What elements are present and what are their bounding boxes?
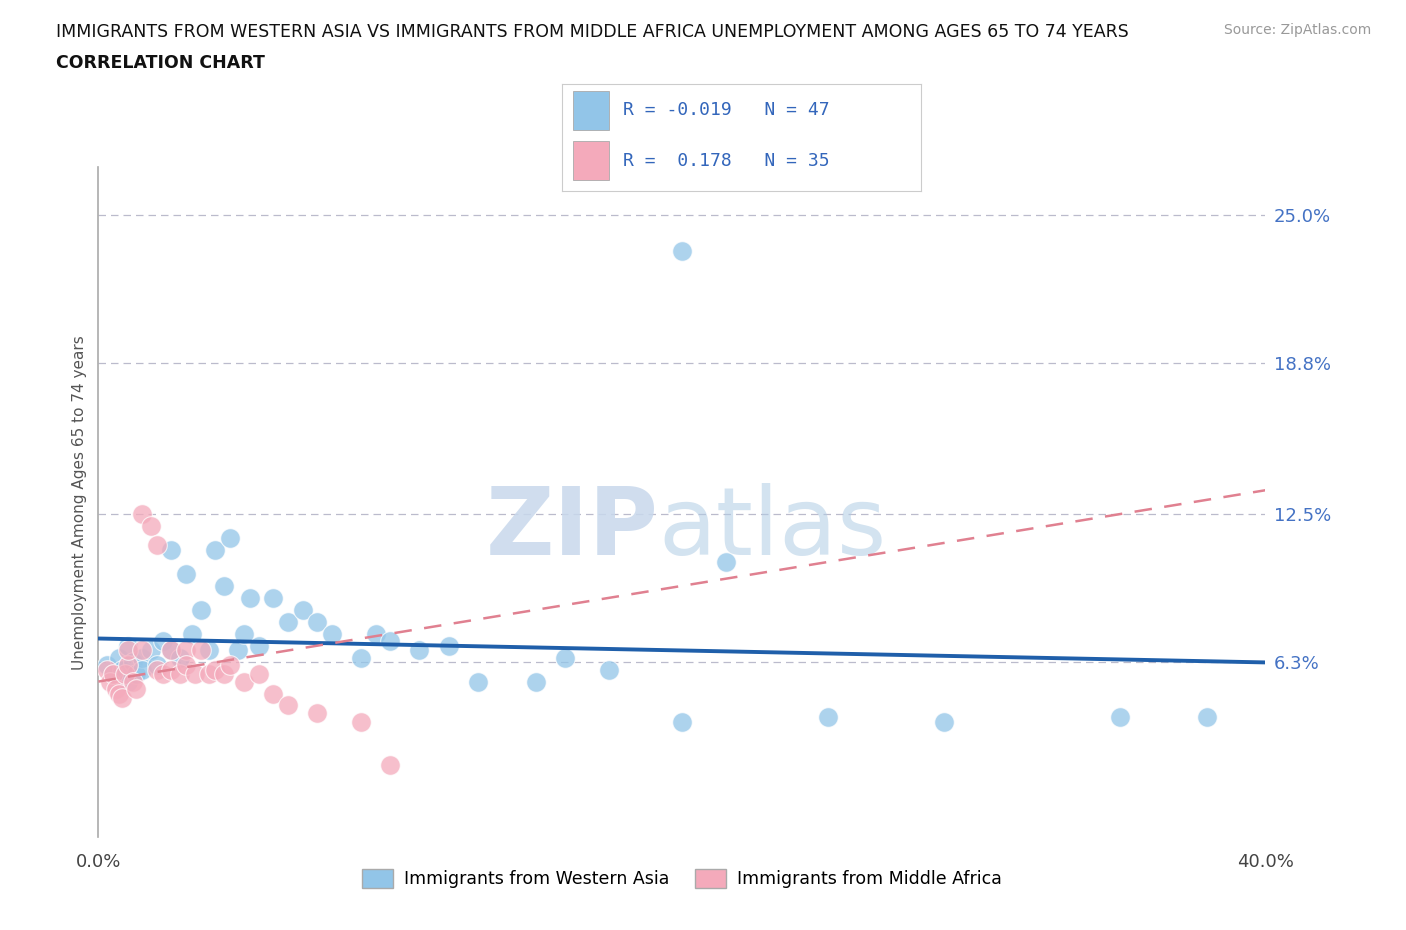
- Point: [247, 667, 270, 682]
- Point: [174, 566, 197, 581]
- Point: [218, 658, 240, 672]
- Point: [212, 578, 235, 593]
- Point: [183, 667, 205, 682]
- Point: [934, 715, 956, 730]
- Text: Source: ZipAtlas.com: Source: ZipAtlas.com: [1223, 23, 1371, 37]
- Point: [125, 667, 148, 682]
- Point: [160, 643, 183, 658]
- Point: [117, 658, 139, 672]
- Point: [139, 643, 162, 658]
- Point: [228, 643, 250, 658]
- Point: [174, 643, 197, 658]
- Text: IMMIGRANTS FROM WESTERN ASIA VS IMMIGRANTS FROM MIDDLE AFRICA UNEMPLOYMENT AMONG: IMMIGRANTS FROM WESTERN ASIA VS IMMIGRAN…: [56, 23, 1129, 41]
- Point: [131, 507, 153, 522]
- Point: [233, 626, 256, 641]
- Point: [204, 662, 226, 677]
- Point: [169, 650, 191, 665]
- Y-axis label: Unemployment Among Ages 65 to 74 years: Unemployment Among Ages 65 to 74 years: [72, 335, 87, 670]
- Point: [714, 554, 737, 569]
- Point: [307, 615, 329, 630]
- Point: [104, 682, 127, 697]
- Point: [117, 674, 139, 689]
- Point: [190, 603, 212, 618]
- Point: [111, 662, 134, 677]
- Point: [131, 662, 153, 677]
- Point: [1108, 710, 1130, 724]
- Point: [117, 638, 139, 653]
- Point: [364, 626, 387, 641]
- Point: [262, 591, 284, 605]
- Point: [671, 244, 693, 259]
- Point: [378, 758, 402, 773]
- Text: ZIP: ZIP: [485, 483, 658, 575]
- Point: [524, 674, 547, 689]
- Point: [291, 603, 314, 618]
- Point: [1195, 710, 1218, 724]
- Point: [96, 662, 118, 677]
- Point: [131, 650, 153, 665]
- Point: [321, 626, 343, 641]
- Point: [101, 667, 124, 682]
- Point: [378, 633, 402, 648]
- Point: [598, 662, 620, 677]
- Point: [671, 715, 693, 730]
- Point: [146, 538, 169, 552]
- Point: [111, 691, 134, 706]
- Point: [277, 615, 299, 630]
- Point: [262, 686, 284, 701]
- Point: [408, 643, 430, 658]
- Point: [467, 674, 489, 689]
- Point: [160, 542, 183, 557]
- Point: [350, 715, 373, 730]
- Point: [101, 667, 124, 682]
- Point: [554, 650, 576, 665]
- Point: [247, 638, 270, 653]
- Bar: [574, 91, 609, 129]
- Point: [204, 542, 226, 557]
- Point: [114, 667, 136, 682]
- Point: [108, 650, 131, 665]
- Point: [190, 643, 212, 658]
- Point: [239, 591, 262, 605]
- Point: [180, 626, 202, 641]
- Point: [146, 662, 169, 677]
- Point: [96, 658, 118, 672]
- Point: [160, 643, 183, 658]
- Point: [122, 655, 145, 670]
- Point: [160, 662, 183, 677]
- Point: [174, 658, 197, 672]
- Text: R = -0.019   N = 47: R = -0.019 N = 47: [623, 101, 830, 119]
- Point: [817, 710, 839, 724]
- Bar: [574, 141, 609, 180]
- Point: [122, 674, 145, 689]
- Text: CORRELATION CHART: CORRELATION CHART: [56, 54, 266, 72]
- Point: [198, 643, 221, 658]
- Point: [198, 667, 221, 682]
- Point: [146, 658, 169, 672]
- Point: [108, 686, 131, 701]
- Point: [277, 698, 299, 713]
- Point: [117, 643, 139, 658]
- Point: [152, 667, 174, 682]
- Point: [437, 638, 460, 653]
- Point: [139, 519, 162, 534]
- Point: [125, 682, 148, 697]
- Point: [152, 633, 174, 648]
- Text: R =  0.178   N = 35: R = 0.178 N = 35: [623, 152, 830, 169]
- Point: [131, 643, 153, 658]
- Legend: Immigrants from Western Asia, Immigrants from Middle Africa: Immigrants from Western Asia, Immigrants…: [356, 862, 1008, 896]
- Point: [350, 650, 373, 665]
- Point: [98, 674, 121, 689]
- Point: [212, 667, 235, 682]
- Point: [307, 705, 329, 720]
- Point: [169, 667, 191, 682]
- Text: atlas: atlas: [658, 483, 887, 575]
- Point: [218, 531, 240, 546]
- Point: [233, 674, 256, 689]
